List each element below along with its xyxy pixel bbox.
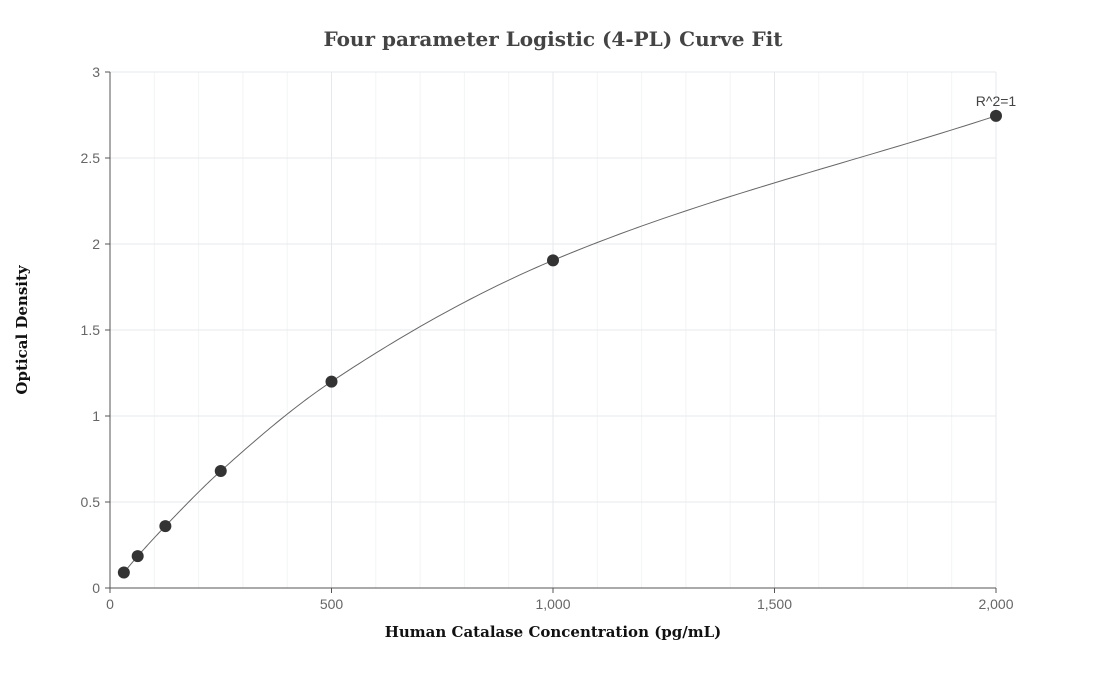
data-point: [214, 465, 227, 478]
data-point: [117, 566, 130, 579]
data-point: [547, 254, 559, 267]
y-tick-label: 0.5: [81, 494, 101, 510]
y-axis-title: Optical Density: [13, 264, 31, 394]
x-tick-label: 0: [106, 596, 114, 612]
x-tick-label: 1,500: [757, 596, 792, 612]
y-tick-label: 3: [92, 64, 100, 80]
data-point: [990, 109, 1002, 122]
fit-curve: [123, 115, 997, 573]
x-tick-label: 2,000: [978, 596, 1013, 612]
chart-title: Four parameter Logistic (4-PL) Curve Fit: [323, 27, 783, 51]
y-tick-label: 2: [92, 236, 100, 252]
data-points-layer: [117, 109, 1002, 579]
fit-curve-layer: [123, 115, 997, 573]
r-squared-annotation: R^2=1: [976, 93, 1017, 109]
x-axis-title: Human Catalase Concentration (pg/mL): [385, 623, 722, 641]
y-tick-label: 1: [92, 408, 100, 424]
data-point: [325, 375, 338, 388]
y-tick-label: 0: [92, 580, 100, 596]
grid: [110, 71, 997, 588]
x-tick-label: 1,000: [535, 596, 570, 612]
data-point: [159, 520, 172, 533]
x-tick-label: 500: [320, 596, 344, 612]
text-layer: Four parameter Logistic (4-PL) Curve Fit…: [13, 27, 1016, 641]
y-tick-label: 1.5: [81, 322, 101, 338]
data-point: [131, 550, 144, 563]
axes: 0 500 1,000 1,500 2,000 0 0.5 1 1.5 2 2.5 3: [81, 64, 1014, 612]
y-tick-label: 2.5: [81, 150, 101, 166]
